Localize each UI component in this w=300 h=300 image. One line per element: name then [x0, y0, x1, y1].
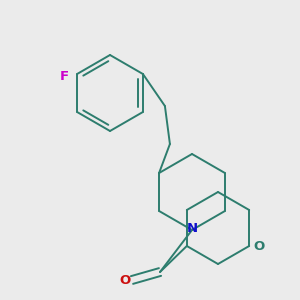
Text: O: O [119, 274, 130, 286]
Text: F: F [59, 70, 69, 83]
Text: N: N [186, 221, 198, 235]
Text: O: O [254, 239, 265, 253]
